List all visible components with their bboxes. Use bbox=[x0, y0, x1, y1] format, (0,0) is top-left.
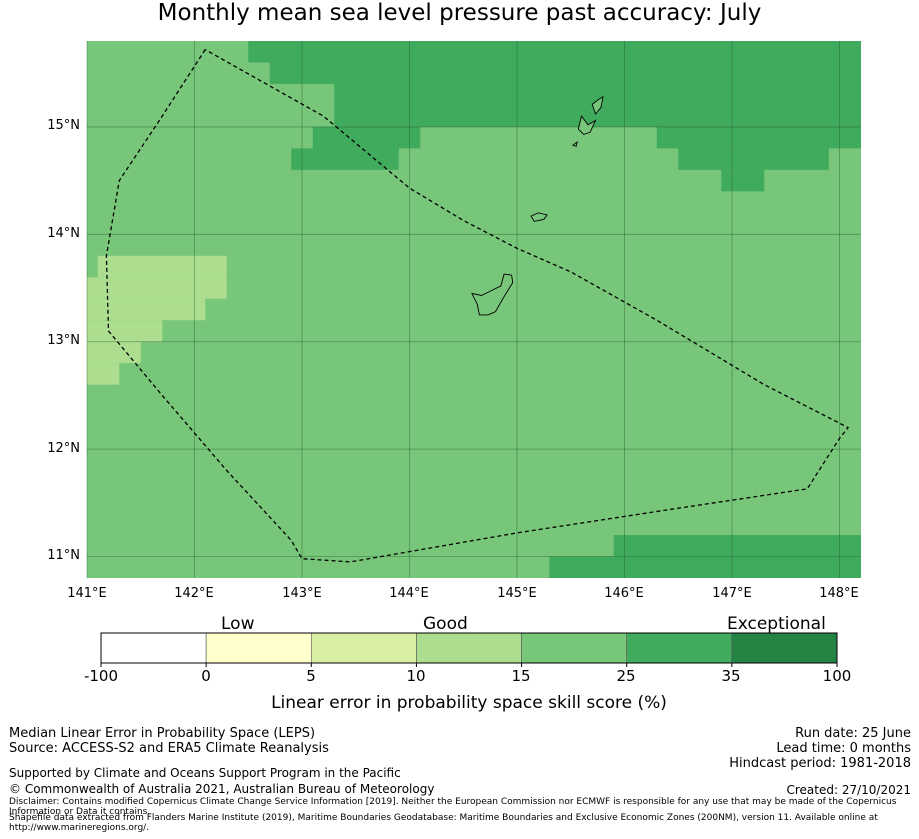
footer-copyright: © Commonwealth of Australia 2021, Austra… bbox=[9, 782, 434, 797]
skill-region-cell bbox=[291, 148, 399, 169]
footer-source: Source: ACCESS-S2 and ERA5 Climate Reana… bbox=[9, 741, 329, 756]
skill-region-cell bbox=[721, 170, 764, 191]
lat-tick-label: 11°N bbox=[28, 549, 80, 563]
lat-tick-label: 14°N bbox=[28, 227, 80, 241]
colorbar-tick-label: 0 bbox=[181, 668, 231, 685]
footer-shapefile: Shapefile data extracted from Flanders M… bbox=[9, 813, 909, 833]
footer-supported: Supported by Climate and Oceans Support … bbox=[9, 766, 401, 781]
lon-tick-label: 145°E bbox=[487, 587, 547, 601]
skill-region-cell bbox=[657, 127, 861, 148]
skill-region-cell bbox=[87, 320, 162, 341]
lon-tick-label: 144°E bbox=[379, 587, 439, 601]
lon-tick-label: 142°E bbox=[164, 587, 224, 601]
colorbar bbox=[101, 633, 837, 667]
colorbar-segment bbox=[522, 633, 627, 663]
lon-tick-label: 147°E bbox=[702, 587, 762, 601]
footer-method: Median Linear Error in Probability Space… bbox=[9, 726, 315, 741]
footer-run-date: Run date: 25 June bbox=[795, 726, 911, 741]
colorbar-segment bbox=[311, 633, 416, 663]
footer-hindcast-period: Hindcast period: 1981-2018 bbox=[729, 756, 911, 771]
skill-region-cell bbox=[87, 363, 119, 384]
footer-lead-time: Lead time: 0 months bbox=[776, 741, 911, 756]
skill-region-cell bbox=[614, 535, 861, 556]
lon-tick-label: 141°E bbox=[57, 587, 117, 601]
colorbar-tick-label: -100 bbox=[76, 668, 126, 685]
legend-category-exceptional: Exceptional bbox=[727, 614, 826, 634]
legend-category-good: Good bbox=[423, 614, 468, 634]
lon-tick-label: 148°E bbox=[809, 587, 869, 601]
map-figure bbox=[0, 0, 919, 690]
footer-created: Created: 27/10/2021 bbox=[786, 783, 911, 798]
lon-tick-label: 146°E bbox=[594, 587, 654, 601]
skill-region-cell bbox=[248, 41, 861, 62]
lat-tick-label: 15°N bbox=[28, 119, 80, 133]
lat-tick-label: 12°N bbox=[28, 442, 80, 456]
skill-region-cell bbox=[313, 127, 421, 148]
skill-region-cell bbox=[87, 277, 227, 298]
skill-region-cell bbox=[678, 148, 829, 169]
map-plot-area bbox=[87, 41, 861, 578]
legend-category-low: Low bbox=[221, 614, 254, 634]
colorbar-segment bbox=[732, 633, 837, 663]
colorbar-tick-label: 25 bbox=[601, 668, 651, 685]
colorbar-segment bbox=[627, 633, 732, 663]
colorbar-segment bbox=[206, 633, 311, 663]
colorbar-tick-label: 10 bbox=[391, 668, 441, 685]
skill-region-cell bbox=[549, 557, 861, 578]
colorbar-segment bbox=[101, 633, 206, 663]
lon-tick-label: 143°E bbox=[272, 587, 332, 601]
colorbar-tick-label: 35 bbox=[706, 668, 756, 685]
lat-tick-label: 13°N bbox=[28, 334, 80, 348]
skill-region-cell bbox=[270, 62, 861, 83]
skill-region-cell bbox=[98, 256, 227, 277]
colorbar-title: Linear error in probability space skill … bbox=[0, 693, 919, 713]
colorbar-tick-label: 5 bbox=[286, 668, 336, 685]
colorbar-segment bbox=[416, 633, 521, 663]
colorbar-tick-label: 100 bbox=[812, 668, 862, 685]
skill-region-cell bbox=[87, 299, 205, 320]
colorbar-tick-label: 15 bbox=[496, 668, 546, 685]
